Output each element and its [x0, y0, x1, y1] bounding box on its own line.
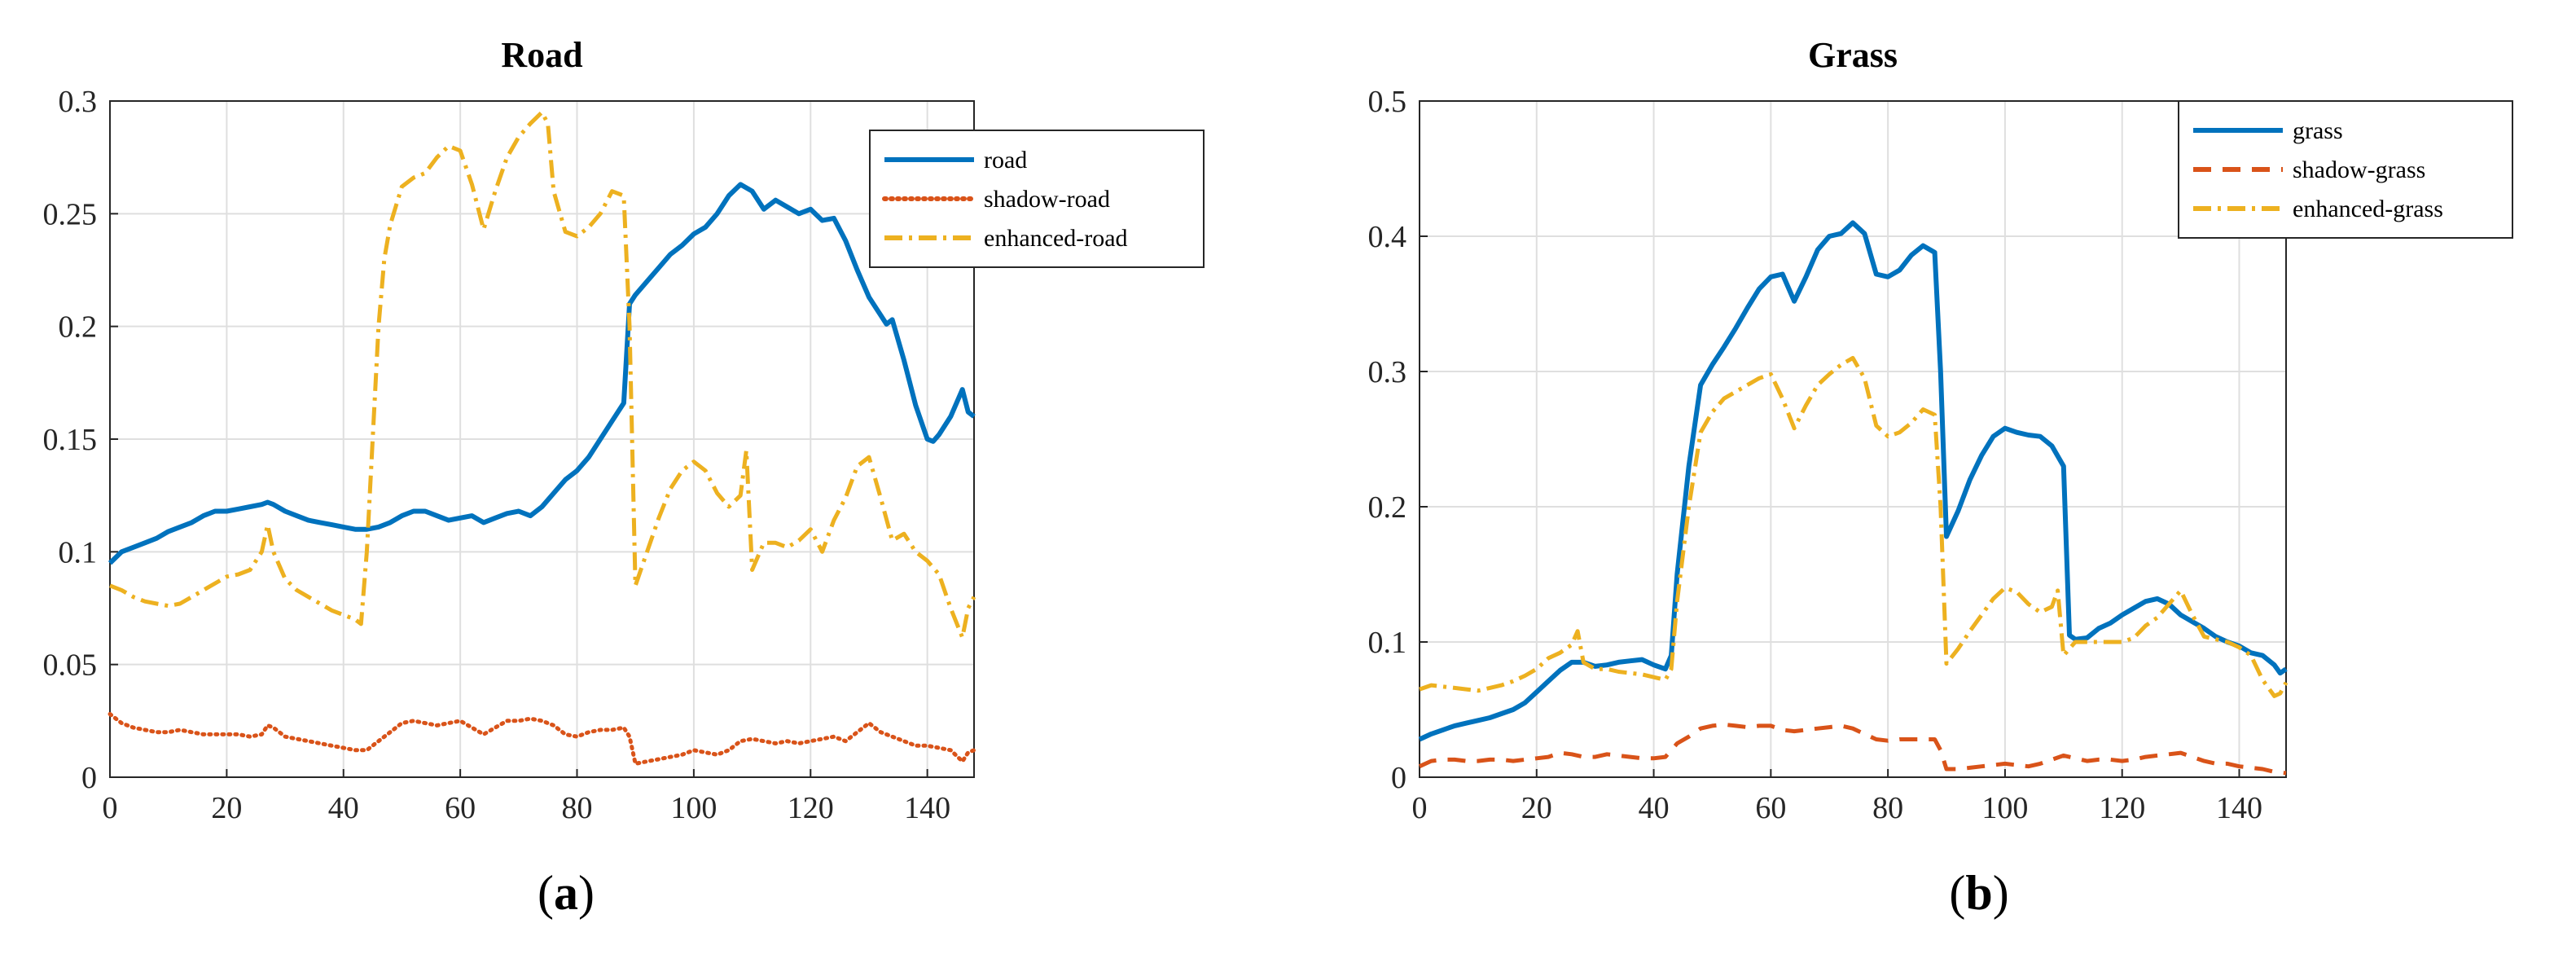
x-tick-label: 60	[1755, 791, 1786, 825]
legend-label: shadow-road	[984, 186, 1110, 213]
legend-label: road	[984, 147, 1027, 174]
x-tick-label: 80	[562, 791, 593, 825]
panel-caption: (a)	[538, 866, 595, 920]
x-tick-label: 40	[1639, 791, 1670, 825]
y-tick-label: 0.2	[59, 310, 98, 345]
legend-label: enhanced-grass	[2293, 196, 2443, 222]
series-line-enhanced-grass	[1419, 355, 2289, 698]
legend: road shadow-road enhanced-road	[869, 130, 1205, 268]
x-tick-label: 100	[670, 791, 717, 825]
x-tick-label: 140	[904, 791, 950, 825]
y-tick-label: 0.3	[59, 85, 98, 119]
chart-title: Road	[501, 35, 582, 75]
legend: grass shadow-grass enhanced-grass	[2178, 100, 2513, 239]
x-tick-label: 0	[1412, 791, 1428, 825]
series-line-road	[108, 182, 976, 565]
x-tick-label: 0	[103, 791, 118, 825]
y-tick-label: 0.3	[1368, 355, 1407, 389]
y-tick-label: 0	[1391, 761, 1406, 795]
y-tick-label: 0.2	[1368, 490, 1407, 525]
y-tick-label: 0.1	[59, 535, 98, 569]
y-tick-label: 0.05	[43, 648, 98, 683]
chart-title: Grass	[1808, 35, 1898, 75]
y-tick-label: 0.15	[43, 423, 98, 457]
x-tick-label: 120	[788, 791, 834, 825]
x-tick-label: 60	[445, 791, 476, 825]
y-tick-label: 0.4	[1368, 220, 1407, 254]
series-line-grass	[1418, 220, 2288, 742]
x-tick-label: 80	[1872, 791, 1903, 825]
y-tick-label: 0.5	[1368, 85, 1407, 119]
x-tick-label: 100	[1981, 791, 2028, 825]
y-tick-label: 0	[81, 761, 97, 795]
legend-label: enhanced-road	[984, 225, 1128, 252]
panel-caption: (b)	[1949, 866, 2008, 920]
series-line-shadow-grass	[1418, 722, 2287, 776]
x-tick-label: 20	[1521, 791, 1552, 825]
legend-label: grass	[2293, 117, 2343, 144]
legend-label: shadow-grass	[2293, 156, 2425, 183]
y-tick-label: 0.25	[43, 197, 98, 231]
x-tick-label: 40	[328, 791, 359, 825]
y-tick-label: 0.1	[1368, 626, 1407, 660]
series-line-enhanced-road	[109, 110, 976, 640]
series-line-shadow-road	[108, 712, 976, 766]
x-tick-label: 120	[2099, 791, 2145, 825]
x-tick-label: 140	[2216, 791, 2262, 825]
grass-chart: 0 20 40 60 80 100 120 140 0 0.1 0.2 0.3 0.4 0.5 Grass g…	[1368, 35, 2513, 920]
x-tick-label: 20	[211, 791, 242, 825]
road-chart: 0 20 40 60 80 100 120 140 0 0.05 0.1 0.15 0.2 0.25 0.3…	[43, 35, 1205, 920]
axes-box	[1419, 100, 2287, 778]
